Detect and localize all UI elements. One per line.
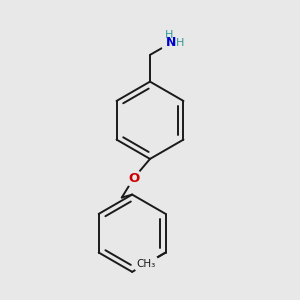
Text: H: H xyxy=(165,30,173,40)
Text: H: H xyxy=(176,38,184,48)
Circle shape xyxy=(161,34,180,52)
Text: O: O xyxy=(128,172,139,185)
Text: N: N xyxy=(166,36,176,49)
Text: CH₃: CH₃ xyxy=(137,259,156,269)
Circle shape xyxy=(125,170,142,187)
Circle shape xyxy=(134,252,158,276)
